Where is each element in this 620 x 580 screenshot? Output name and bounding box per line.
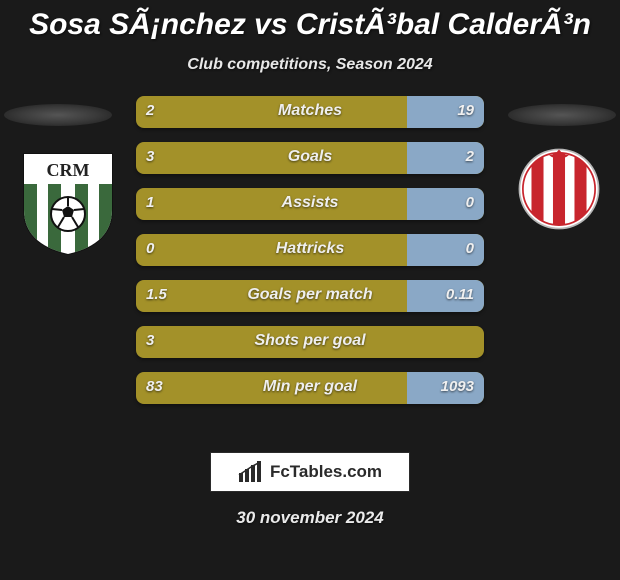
left-crest-text: CRM (47, 160, 90, 180)
stat-bars: 2 Matches 19 3 Goals 2 1 Assists 0 0 Hat… (136, 96, 484, 418)
stat-right-value: 2 (466, 148, 474, 165)
stat-row: 83 Min per goal 1093 (136, 372, 484, 404)
page-title: Sosa SÃ¡nchez vs CristÃ³bal CalderÃ³n (0, 0, 620, 42)
shadow-right (508, 104, 616, 126)
stat-label: Matches (136, 102, 484, 120)
stat-label: Assists (136, 194, 484, 212)
stat-right-value: 1093 (441, 378, 474, 395)
stat-label: Goals (136, 148, 484, 166)
stat-right-value: 0.11 (446, 286, 474, 303)
stat-right-value: 0 (466, 194, 474, 211)
stat-row: 3 Goals 2 (136, 142, 484, 174)
stat-row: 3 Shots per goal (136, 326, 484, 358)
stat-label: Hattricks (136, 240, 484, 258)
stat-label: Shots per goal (136, 332, 484, 350)
stat-right-value: 19 (457, 102, 474, 119)
stat-label: Goals per match (136, 286, 484, 304)
stat-row: 1.5 Goals per match 0.11 (136, 280, 484, 312)
stat-label: Min per goal (136, 378, 484, 396)
brand-text: FcTables.com (270, 462, 382, 482)
stat-row: 2 Matches 19 (136, 96, 484, 128)
brand-badge: FcTables.com (210, 452, 410, 492)
stat-right-value: 0 (466, 240, 474, 257)
stat-row: 0 Hattricks 0 (136, 234, 484, 266)
left-club-crest: CRM (18, 148, 118, 258)
brand-chart-icon (238, 461, 264, 483)
footer-date: 30 november 2024 (0, 508, 620, 528)
right-club-crest (516, 146, 602, 232)
shadow-left (4, 104, 112, 126)
page-subtitle: Club competitions, Season 2024 (0, 56, 620, 74)
stat-row: 1 Assists 0 (136, 188, 484, 220)
